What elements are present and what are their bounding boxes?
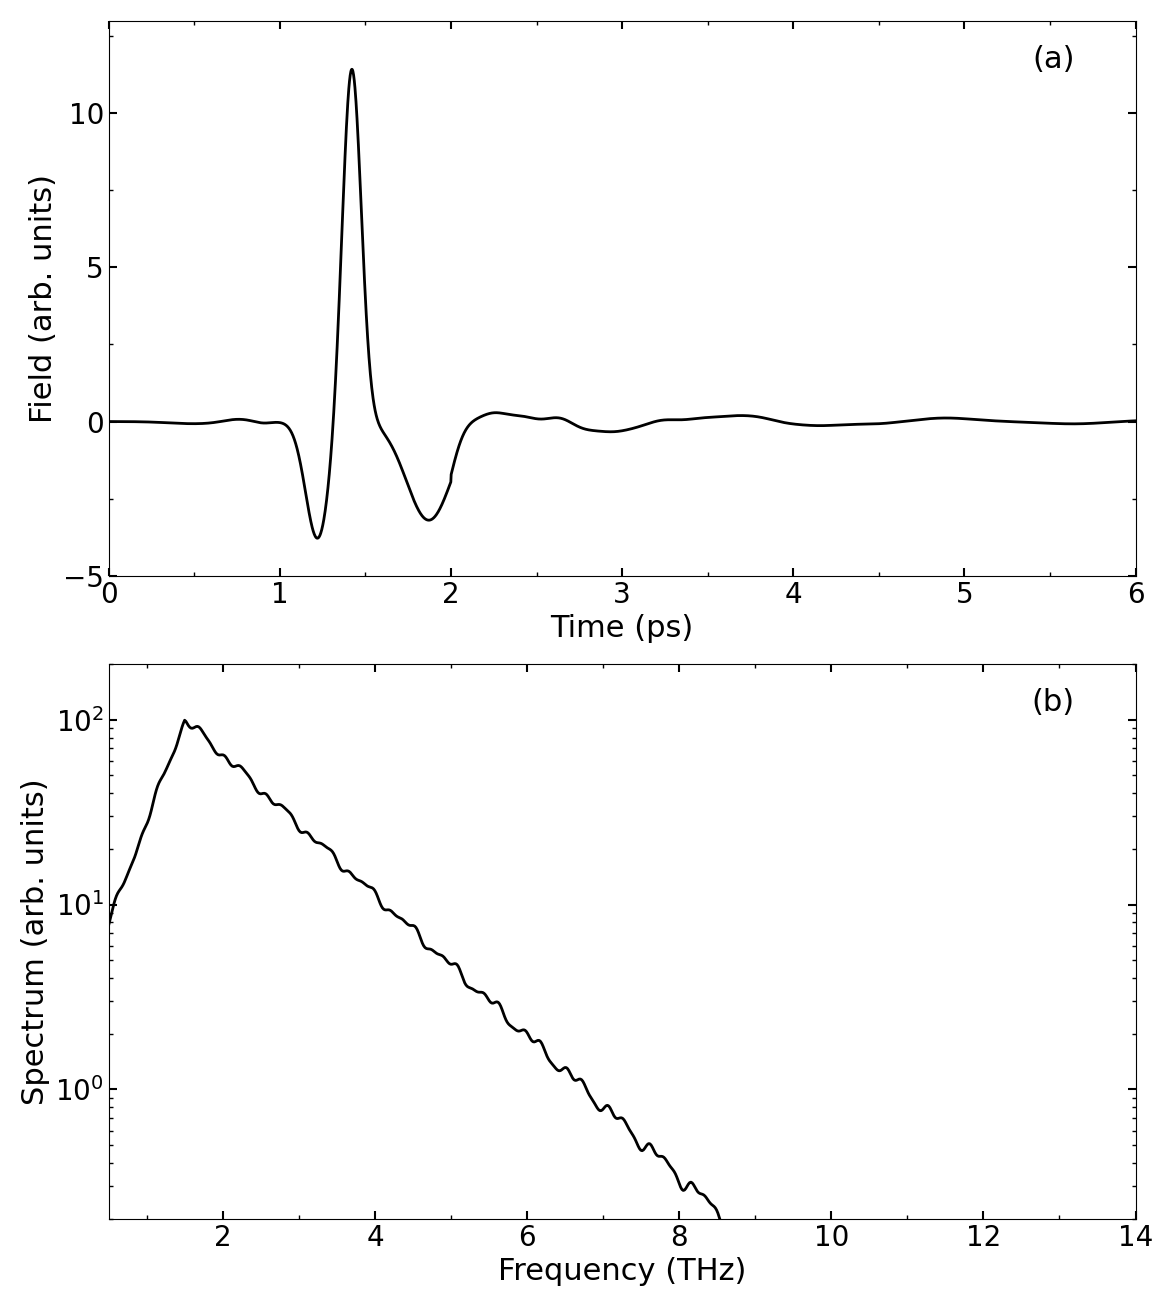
X-axis label: Frequency (THz): Frequency (THz) [498, 1257, 747, 1286]
Text: (a): (a) [1032, 46, 1074, 74]
Text: (b): (b) [1032, 689, 1075, 718]
Y-axis label: Field (arb. units): Field (arb. units) [28, 174, 58, 422]
Y-axis label: Spectrum (arb. units): Spectrum (arb. units) [21, 778, 49, 1104]
X-axis label: Time (ps): Time (ps) [551, 614, 694, 643]
